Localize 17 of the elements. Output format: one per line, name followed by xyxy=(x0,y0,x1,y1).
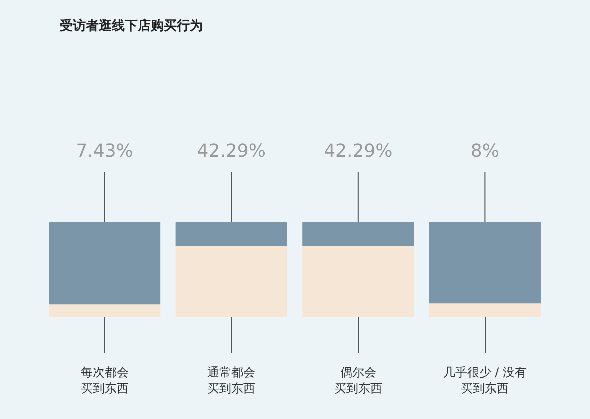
bar xyxy=(49,222,161,305)
bar xyxy=(49,304,161,317)
data-label: 42.29% xyxy=(197,141,266,162)
x-tick-label: 几乎很少 / 没有买到东西 xyxy=(443,366,528,396)
data-label: 8% xyxy=(470,141,500,162)
data-label: 42.29% xyxy=(324,141,393,162)
bar xyxy=(176,246,288,317)
bar xyxy=(302,222,414,247)
data-label: 7.43% xyxy=(76,141,134,162)
x-tick-label: 偶尔会买到东西 xyxy=(334,366,382,396)
bar xyxy=(176,222,288,247)
bar xyxy=(429,304,541,317)
bar xyxy=(429,222,541,304)
x-tick-label: 通常都会买到东西 xyxy=(208,366,256,396)
chart-title: 受访者逛线下店购买行为 xyxy=(59,18,203,34)
bar xyxy=(302,246,414,317)
x-tick-label: 每次都会买到东西 xyxy=(80,366,129,396)
